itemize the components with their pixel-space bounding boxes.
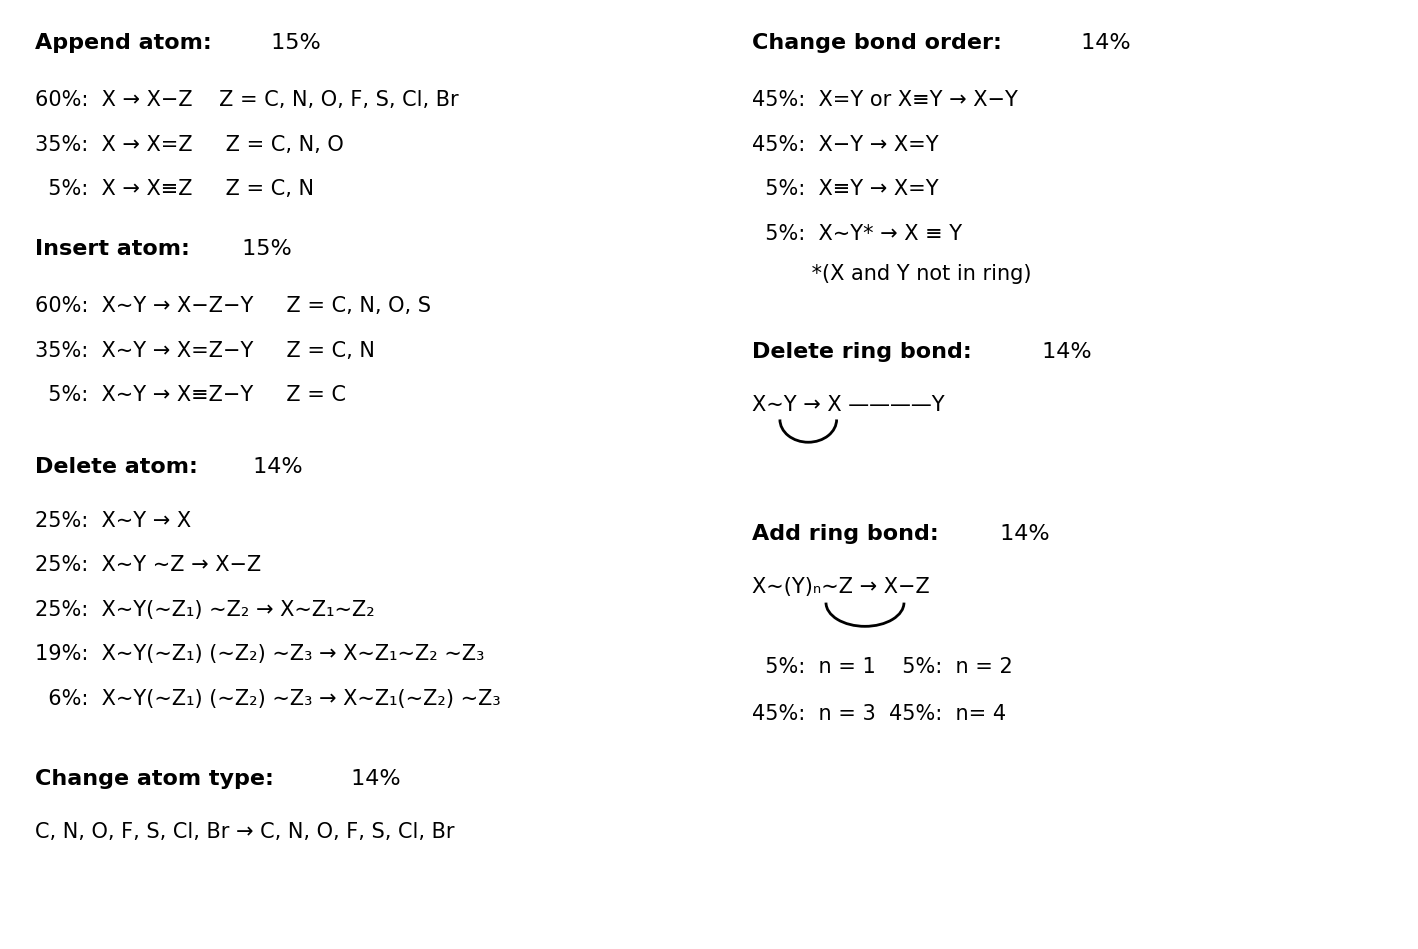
- Text: *(X and Y not in ring): *(X and Y not in ring): [752, 264, 1031, 284]
- Text: 60%:  X → X−Z    Z = C, N, O, F, S, Cl, Br: 60%: X → X−Z Z = C, N, O, F, S, Cl, Br: [35, 90, 459, 110]
- Text: X∼Y → X ————Y: X∼Y → X ————Y: [752, 395, 944, 415]
- Text: 6%:  X∼Y(∼Z₁) (∼Z₂) ∼Z₃ → X∼Z₁(∼Z₂) ∼Z₃: 6%: X∼Y(∼Z₁) (∼Z₂) ∼Z₃ → X∼Z₁(∼Z₂) ∼Z₃: [35, 689, 501, 709]
- Text: 45%:  n = 3  45%:  n= 4: 45%: n = 3 45%: n= 4: [752, 704, 1005, 724]
- Text: 19%:  X∼Y(∼Z₁) (∼Z₂) ∼Z₃ → X∼Z₁∼Z₂ ∼Z₃: 19%: X∼Y(∼Z₁) (∼Z₂) ∼Z₃ → X∼Z₁∼Z₂ ∼Z₃: [35, 644, 485, 664]
- Text: 15%: 15%: [264, 33, 320, 53]
- Text: Change atom type:: Change atom type:: [35, 769, 274, 789]
- Text: 45%:  X−Y → X=Y: 45%: X−Y → X=Y: [752, 135, 939, 155]
- Text: 5%:  X≡Y → X=Y: 5%: X≡Y → X=Y: [752, 179, 939, 199]
- Text: 25%:  X∼Y(∼Z₁) ∼Z₂ → X∼Z₁∼Z₂: 25%: X∼Y(∼Z₁) ∼Z₂ → X∼Z₁∼Z₂: [35, 600, 376, 620]
- Text: Append atom:: Append atom:: [35, 33, 213, 53]
- Text: 5%:  X∼Y → X≡Z−Y     Z = C: 5%: X∼Y → X≡Z−Y Z = C: [35, 385, 346, 405]
- Text: Add ring bond:: Add ring bond:: [752, 524, 939, 544]
- Text: 60%:  X∼Y → X−Z−Y     Z = C, N, O, S: 60%: X∼Y → X−Z−Y Z = C, N, O, S: [35, 296, 431, 316]
- Text: 25%:  X∼Y ∼Z → X−Z: 25%: X∼Y ∼Z → X−Z: [35, 555, 262, 575]
- Text: 14%: 14%: [1073, 33, 1130, 53]
- Text: 15%: 15%: [235, 239, 292, 259]
- Text: 14%: 14%: [1035, 342, 1092, 362]
- Text: Delete ring bond:: Delete ring bond:: [752, 342, 971, 362]
- Text: 5%:  n = 1    5%:  n = 2: 5%: n = 1 5%: n = 2: [752, 657, 1012, 677]
- Text: 5%:  X∼Y* → X ≡ Y: 5%: X∼Y* → X ≡ Y: [752, 224, 961, 244]
- Text: 25%:  X∼Y → X: 25%: X∼Y → X: [35, 511, 191, 530]
- Text: C, N, O, F, S, Cl, Br → C, N, O, F, S, Cl, Br: C, N, O, F, S, Cl, Br → C, N, O, F, S, C…: [35, 822, 455, 842]
- Text: Insert atom:: Insert atom:: [35, 239, 190, 259]
- Text: X∼(Y)ₙ∼Z → X−Z: X∼(Y)ₙ∼Z → X−Z: [752, 577, 929, 597]
- Text: 45%:  X=Y or X≡Y → X−Y: 45%: X=Y or X≡Y → X−Y: [752, 90, 1018, 110]
- Text: 5%:  X → X≡Z     Z = C, N: 5%: X → X≡Z Z = C, N: [35, 179, 315, 199]
- Text: Change bond order:: Change bond order:: [752, 33, 1001, 53]
- Text: 35%:  X → X=Z     Z = C, N, O: 35%: X → X=Z Z = C, N, O: [35, 135, 345, 155]
- Text: 35%:  X∼Y → X=Z−Y     Z = C, N: 35%: X∼Y → X=Z−Y Z = C, N: [35, 341, 376, 361]
- Text: 14%: 14%: [245, 457, 302, 477]
- Text: Delete atom:: Delete atom:: [35, 457, 199, 477]
- Text: 14%: 14%: [993, 524, 1049, 544]
- Text: 14%: 14%: [343, 769, 400, 789]
